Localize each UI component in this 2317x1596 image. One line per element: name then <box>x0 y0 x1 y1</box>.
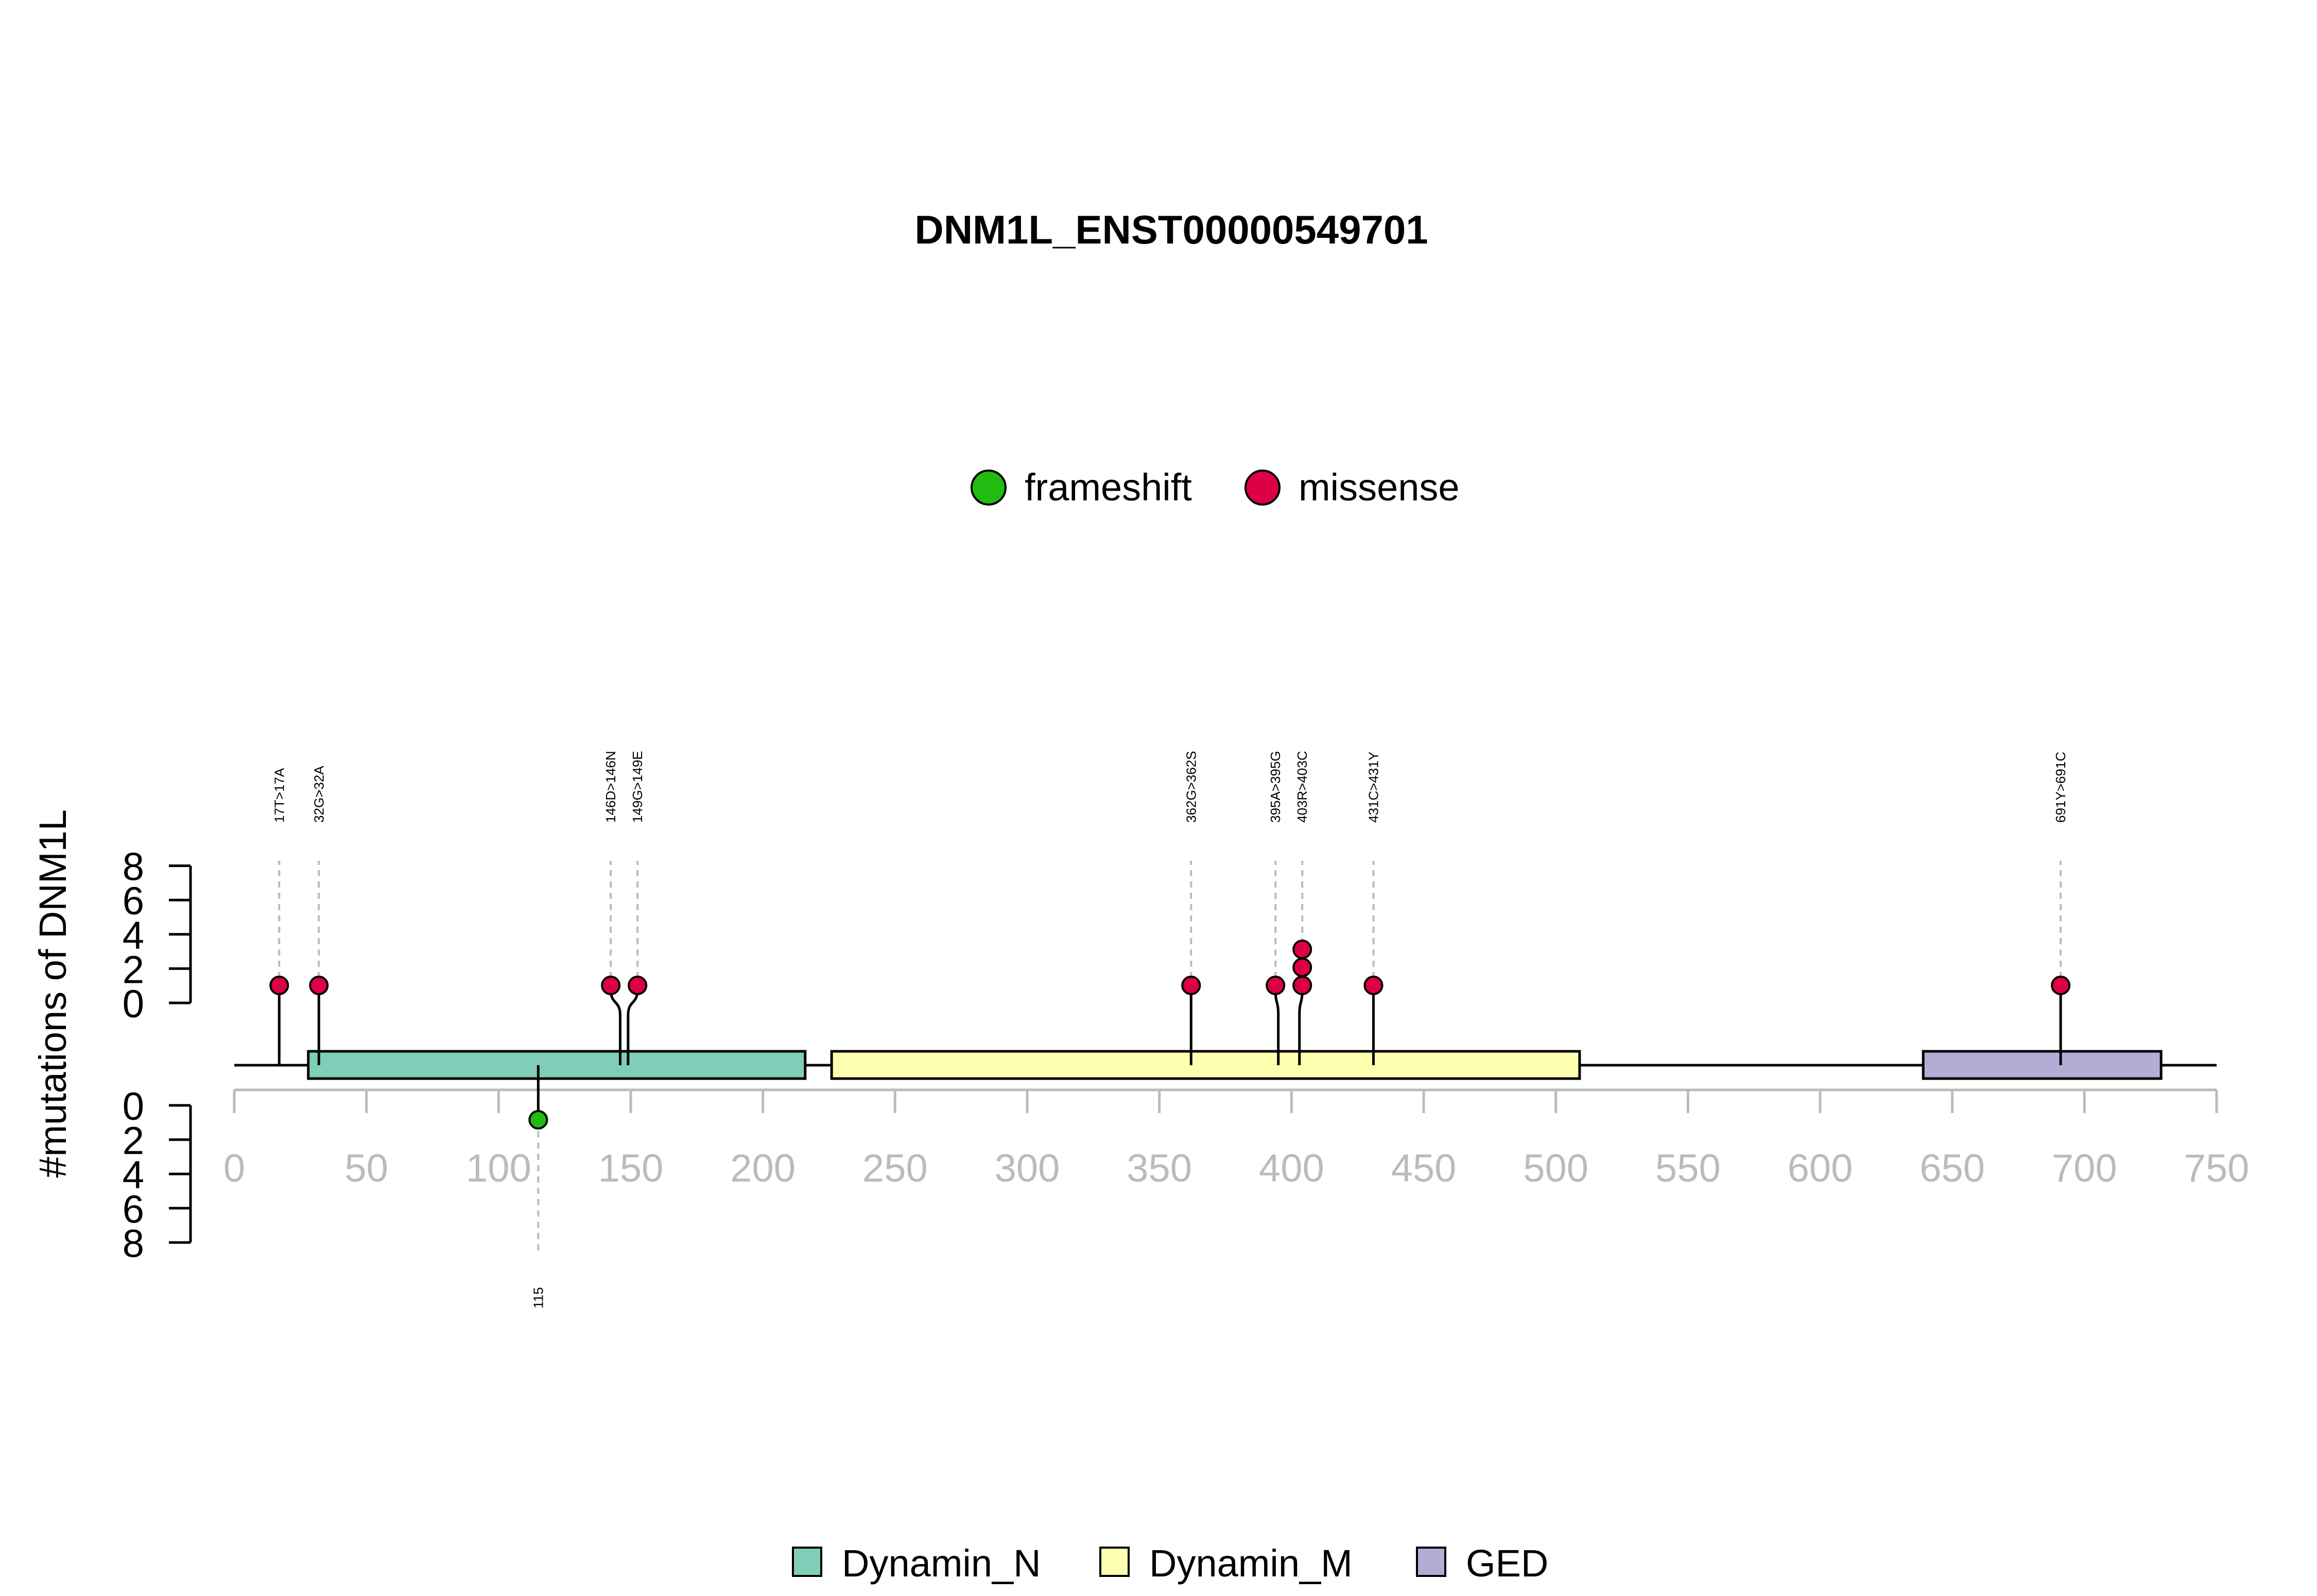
position-axis: 0 50 100 150 200 250 300 350 400 450 500 550 600 650 7… <box>223 1088 2250 1190</box>
upper-axis-tick-label: 0 <box>123 982 144 1026</box>
x-axis-tick-label: 400 <box>1259 1147 1324 1190</box>
legend-item-dynamin-n: Dynamin_N <box>792 1542 1041 1585</box>
x-axis-tick-label: 0 <box>223 1147 245 1190</box>
upper-axis-tick-label: 4 <box>123 914 144 958</box>
legend-item-dynamin-m: Dynamin_M <box>1099 1542 1353 1585</box>
legend-label-dynamin-m: Dynamin_M <box>1149 1542 1353 1585</box>
x-axis-tick-label: 250 <box>862 1147 928 1190</box>
dynamin-n-swatch-icon <box>792 1547 822 1577</box>
x-axis-tick-label: 50 <box>344 1147 388 1190</box>
mutation-label: 691Y>691C <box>2053 752 2068 823</box>
mutation-label: 17T>17A <box>271 768 287 823</box>
mutation-point <box>601 976 621 995</box>
upper-mutations: 17T>17A 32G>32A 146D>146N 149G>149E 362G>362… <box>269 751 2071 1065</box>
x-axis-tick-label: 550 <box>1655 1147 1721 1190</box>
mutation-point <box>1181 976 1201 995</box>
mutation-point <box>1363 976 1384 995</box>
mutation-type-legend: frameshift missense <box>971 466 1460 509</box>
mutation-point <box>528 1110 548 1130</box>
mutation-point <box>628 976 648 995</box>
mutation-label: 362G>362S <box>1183 751 1199 823</box>
ged-swatch-icon <box>1416 1547 1446 1577</box>
domain-dynamin-n <box>307 1050 807 1080</box>
mutation-691y-691c: 691Y>691C <box>2051 752 2071 1065</box>
x-axis-tick-label: 650 <box>1920 1147 1985 1190</box>
chart-title: DNM1L_ENST00000549701 <box>914 207 1428 252</box>
x-axis-tick-label: 200 <box>730 1147 796 1190</box>
mutation-label: 146D>146N <box>603 751 618 823</box>
x-axis-tick-label: 600 <box>1788 1147 1853 1190</box>
x-axis-tick-label: 750 <box>2184 1147 2250 1190</box>
lower-axis-tick-label: 8 <box>123 1222 144 1265</box>
mutation-point <box>2051 976 2071 995</box>
missense-marker-icon <box>1244 470 1281 506</box>
mutation-431c-431y: 431C>431Y <box>1363 752 1384 1065</box>
mutation-point <box>309 976 329 995</box>
upper-axis-tick-label: 2 <box>123 948 144 992</box>
legend-label-missense: missense <box>1299 466 1460 509</box>
mutation-label: 395A>395G <box>1268 751 1283 823</box>
domain-dynamin-m <box>830 1050 1581 1080</box>
legend-item-missense: missense <box>1244 466 1460 509</box>
y-axis-label: #mutations of DNM1L <box>31 809 74 1178</box>
lower-axis-tick-label: 0 <box>123 1085 144 1129</box>
x-axis-tick-label: 350 <box>1127 1147 1192 1190</box>
x-axis-tick-label: 500 <box>1523 1147 1588 1190</box>
dynamin-m-swatch-icon <box>1099 1547 1130 1577</box>
x-axis-tick-label: 700 <box>2052 1147 2117 1190</box>
mutation-label: 431C>431Y <box>1365 752 1381 823</box>
legend-item-frameshift: frameshift <box>971 466 1192 509</box>
mutation-point <box>1292 940 1312 959</box>
lower-axis-tick-label: 6 <box>123 1188 144 1231</box>
legend-label-dynamin-n: Dynamin_N <box>842 1542 1041 1585</box>
mutation-label: 149G>149E <box>630 751 645 823</box>
mutation-point <box>1266 976 1286 995</box>
x-axis-tick-label: 450 <box>1391 1147 1457 1190</box>
mutation-395a-395g: 395A>395G <box>1266 751 1286 1065</box>
mutation-17t-17a: 17T>17A <box>269 768 289 1065</box>
mutation-362g-362s: 362G>362S <box>1181 751 1201 1065</box>
mutation-point <box>1292 976 1312 995</box>
legend-item-ged: GED <box>1416 1542 1548 1585</box>
mutation-149g-149e: 149G>149E <box>627 751 648 1065</box>
mutation-403r-403c: 403R>403C <box>1292 751 1312 1065</box>
upper-axis-tick-label: 8 <box>123 845 144 889</box>
mutation-146d-146n: 146D>146N <box>601 751 621 1065</box>
legend-label-frameshift: frameshift <box>1025 466 1192 509</box>
mutation-point <box>1292 958 1312 977</box>
frameshift-marker-icon <box>971 470 1007 506</box>
mutation-point <box>269 976 289 995</box>
domain-legend: Dynamin_N Dynamin_M GED <box>792 1542 1548 1585</box>
x-axis-tick-label: 150 <box>598 1147 664 1190</box>
mutation-115: 115 <box>528 1065 548 1308</box>
mutation-32g-32a: 32G>32A <box>309 766 329 1065</box>
mutation-label: 403R>403C <box>1294 751 1310 823</box>
lower-axis-tick-label: 4 <box>123 1153 144 1197</box>
protein-domains <box>307 1050 2163 1080</box>
legend-label-ged: GED <box>1466 1542 1548 1585</box>
lower-axis-tick-label: 2 <box>123 1119 144 1163</box>
mutation-label: 115 <box>530 1287 546 1308</box>
lower-mutations: 115 <box>528 1065 548 1308</box>
x-axis-tick-label: 300 <box>995 1147 1060 1190</box>
mutation-label: 32G>32A <box>311 766 326 823</box>
x-axis-tick-label: 100 <box>466 1147 531 1190</box>
domain-ged <box>1922 1050 2163 1080</box>
upper-axis-tick-label: 6 <box>123 879 144 923</box>
